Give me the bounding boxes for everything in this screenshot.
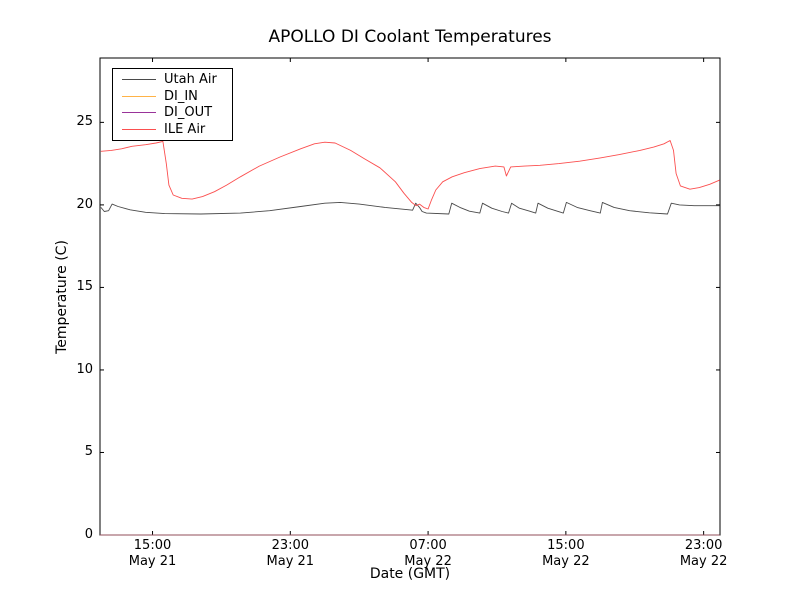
x-tick-time: 23:00 [271,538,310,553]
utah-air-line-swatch [122,78,156,80]
legend-row-di-out: DI_OUT [113,105,232,121]
legend-label: Utah Air [164,71,217,87]
y-tick-label: 25 [76,114,93,130]
legend-row-di-in: DI_IN [113,88,232,104]
x-tick-time: 15:00 [547,538,585,553]
legend: Utah Air DI_IN DI_OUT ILE Air [112,68,233,141]
series-line-utah-air [100,201,720,215]
legend-row-utah-air: Utah Air [113,71,232,87]
y-tick-label: 5 [84,444,93,460]
x-tick-time: 23:00 [684,538,723,553]
y-tick-label: 15 [76,279,93,295]
x-axis-title: Date (GMT) [369,566,451,582]
legend-row-ile-air: ILE Air [113,122,232,138]
x-tick-date: May 22 [542,554,590,569]
di-out-line-swatch [122,112,156,114]
x-tick-date: May 22 [679,554,728,569]
x-tick-label: 23:00 May 22 [659,538,749,570]
y-tick-label: 20 [76,196,93,212]
ile-air-line-swatch [122,129,156,131]
x-tick-date: May 22 [404,554,452,569]
y-tick-label: 0 [84,527,93,542]
legend-label: ILE Air [164,122,206,138]
x-tick-time: 07:00 [409,538,447,553]
legend-label: DI_IN [164,88,198,104]
legend-label: DI_OUT [164,105,213,121]
di-in-line-swatch [122,95,156,97]
x-tick-label: 15:00 May 21 [108,538,198,570]
x-tick-label: 23:00 May 21 [245,538,335,570]
x-tick-date: May 21 [128,554,177,569]
x-tick-date: May 21 [266,554,315,569]
x-tick-time: 15:00 [133,538,172,553]
x-tick-label: 07:00 May 22 [383,538,473,570]
series-line-ile-air [100,140,720,210]
y-tick-label: 10 [76,361,93,377]
chart-title: APOLLO DI Coolant Temperatures [268,27,552,47]
x-tick-label: 15:00 May 22 [521,538,611,570]
